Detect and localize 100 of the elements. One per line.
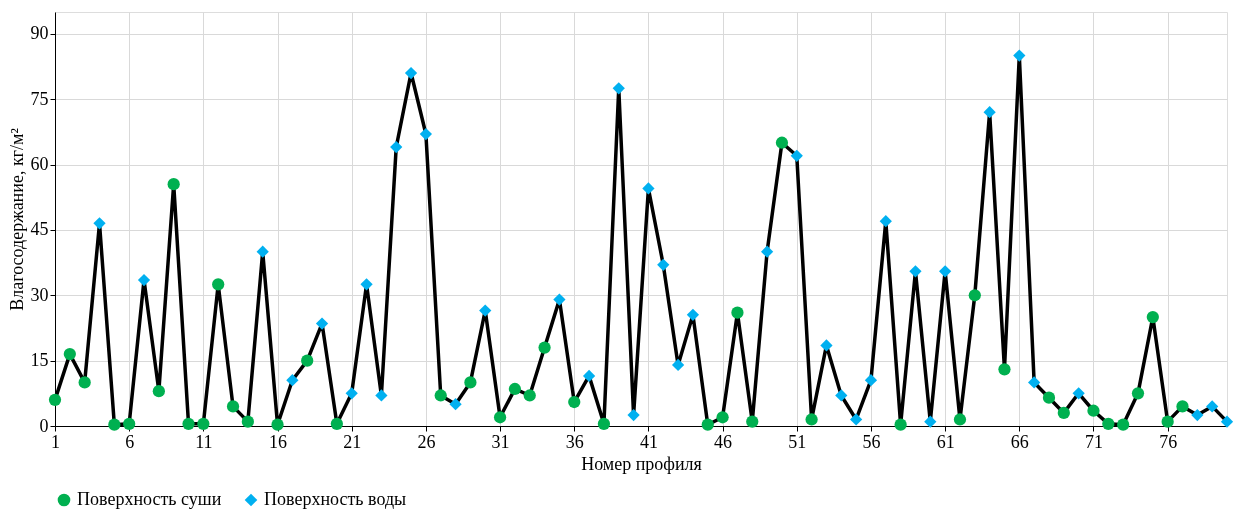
point: [167, 178, 180, 191]
x-tick-label: 36: [565, 431, 584, 452]
point: [642, 182, 655, 195]
point: [760, 245, 774, 258]
point: [924, 415, 937, 428]
point: [479, 304, 492, 317]
point: [1161, 415, 1174, 428]
x-tick-label: 41: [639, 431, 658, 452]
point: [1102, 417, 1115, 430]
x-tick-label: 31: [491, 431, 510, 452]
point: [939, 265, 952, 278]
point: [449, 398, 462, 411]
point: [1191, 408, 1204, 422]
y-tick-label: 0: [39, 415, 49, 436]
x-tick-label: 56: [862, 431, 881, 452]
x-tick-label: 6: [125, 431, 135, 452]
point: [182, 417, 195, 430]
point: [1220, 415, 1234, 428]
point: [1072, 387, 1085, 400]
point: [523, 389, 536, 402]
point: [93, 217, 106, 230]
legend-label: Поверхность суши: [77, 489, 222, 509]
point: [716, 411, 729, 424]
y-axis-title: Влагосодержание, кг/м²: [6, 128, 27, 311]
point: [864, 374, 878, 387]
x-tick-label: 11: [195, 431, 213, 452]
x-tick-label: 26: [417, 431, 436, 452]
point: [1146, 310, 1159, 324]
point: [820, 339, 833, 352]
point: [137, 273, 151, 287]
point: [612, 82, 625, 95]
point: [849, 413, 863, 426]
x-tick-label: 66: [1010, 431, 1029, 452]
point: [508, 382, 522, 396]
x-tick-label: 16: [269, 431, 288, 452]
y-tick-label: 45: [30, 219, 49, 240]
point: [212, 278, 225, 291]
point: [1013, 49, 1026, 62]
point: [301, 354, 314, 367]
point: [375, 389, 388, 402]
point: [123, 417, 136, 430]
point: [835, 389, 848, 402]
point: [538, 341, 551, 354]
point: [657, 258, 670, 271]
point: [390, 140, 403, 154]
y-tick-label: 30: [30, 284, 49, 305]
point: [286, 374, 299, 387]
point: [256, 245, 269, 258]
point: [108, 418, 121, 431]
point: [197, 417, 210, 430]
point: [345, 387, 358, 400]
point: [271, 418, 284, 431]
x-axis-title: Номер профиля: [581, 453, 702, 474]
point: [1042, 391, 1056, 404]
point: [746, 415, 759, 428]
point: [1087, 404, 1100, 417]
y-tick-label: 90: [30, 23, 49, 44]
point: [434, 389, 447, 402]
point: [1206, 400, 1219, 413]
point: [1131, 387, 1145, 400]
point: [78, 376, 91, 389]
y-tick-label: 60: [30, 154, 49, 175]
point: [998, 363, 1011, 376]
point: [775, 136, 789, 149]
point: [1117, 418, 1130, 431]
x-tick-label: 76: [1159, 431, 1178, 452]
point: [404, 66, 418, 80]
x-tick-label: 1: [51, 431, 60, 452]
point: [968, 289, 981, 302]
point: [627, 408, 640, 422]
point: [686, 308, 700, 321]
legend-label: Поверхность воды: [264, 489, 407, 509]
point: [909, 265, 922, 278]
point: [241, 415, 254, 428]
y-tick-label: 75: [30, 88, 49, 109]
point: [330, 417, 343, 430]
point: [894, 418, 907, 431]
point: [790, 149, 803, 162]
point: [1057, 406, 1070, 420]
point: [152, 385, 165, 398]
point: [419, 127, 433, 141]
point: [315, 317, 329, 330]
point: [879, 215, 892, 228]
point: [805, 413, 818, 426]
x-tick-label: 51: [788, 431, 807, 452]
point: [48, 393, 62, 406]
x-tick-label: 61: [936, 431, 955, 452]
x-tick-label: 71: [1084, 431, 1103, 452]
point: [671, 358, 685, 372]
point: [1176, 400, 1189, 413]
x-tick-label: 46: [714, 431, 733, 452]
point: [360, 278, 373, 291]
point: [953, 413, 967, 426]
point: [568, 395, 581, 409]
y-tick-label: 15: [30, 350, 49, 371]
point: [493, 411, 507, 424]
point: [226, 400, 240, 413]
point: [464, 376, 477, 389]
point: [553, 293, 566, 306]
point: [1028, 376, 1041, 389]
